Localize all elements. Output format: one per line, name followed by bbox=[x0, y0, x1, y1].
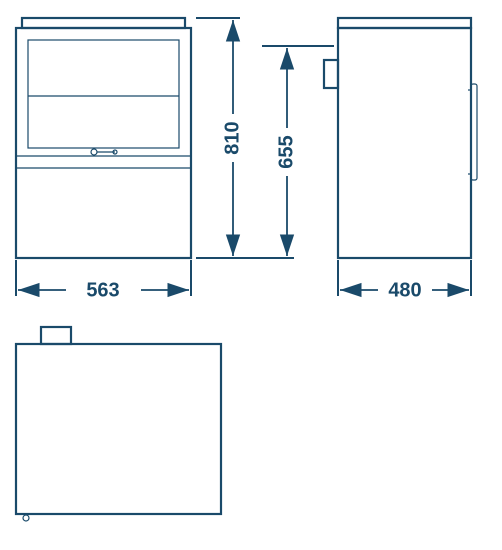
dim-depth-side: 480 bbox=[338, 260, 471, 301]
front-view bbox=[16, 18, 191, 258]
dim-depth-side-label: 480 bbox=[388, 279, 421, 301]
side-view bbox=[324, 18, 477, 258]
handle-icon bbox=[91, 149, 117, 155]
technical-drawing: 563 480 810 655 bbox=[0, 0, 502, 550]
side-handle-icon bbox=[468, 84, 477, 180]
dim-width-front: 563 bbox=[16, 260, 191, 301]
dim-width-front-label: 563 bbox=[86, 279, 119, 301]
top-view bbox=[16, 327, 221, 521]
dim-height-body-label: 655 bbox=[275, 135, 297, 168]
dim-height-total-label: 810 bbox=[221, 121, 243, 154]
